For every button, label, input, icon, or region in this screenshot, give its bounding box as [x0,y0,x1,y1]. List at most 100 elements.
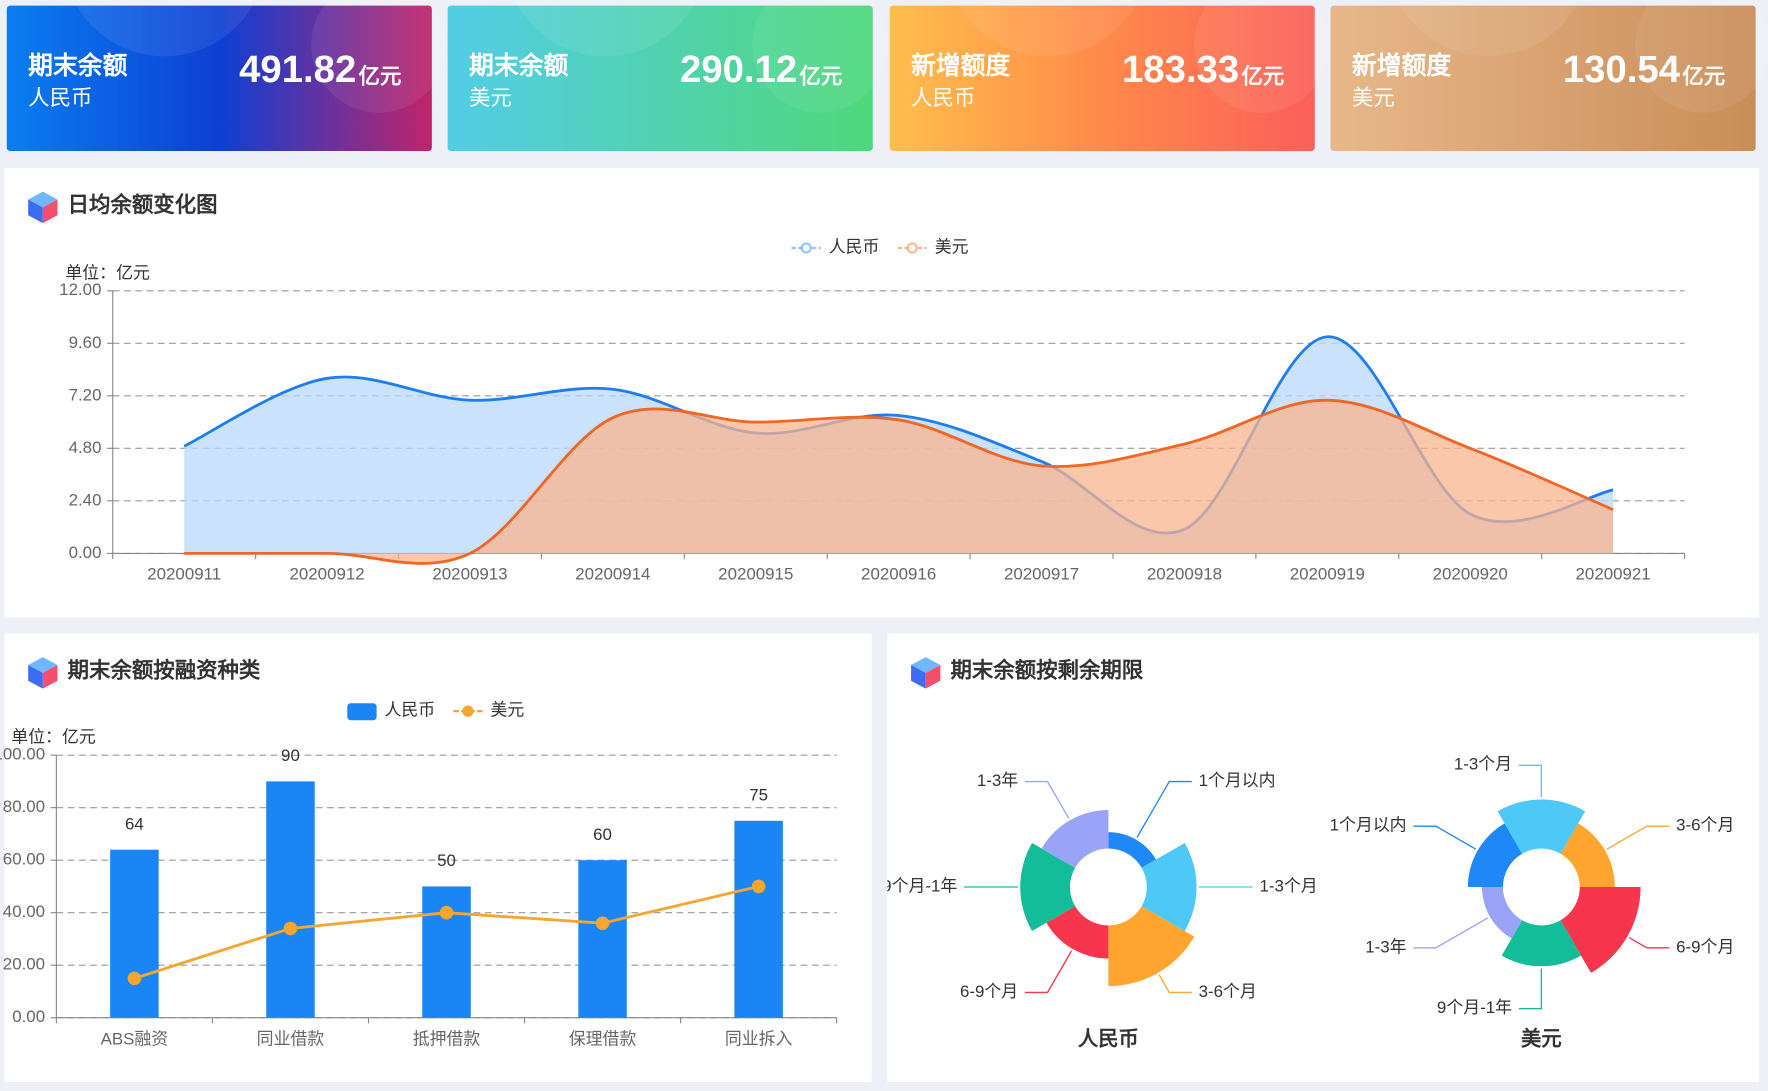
rose-sector [1481,887,1523,939]
rose-hole [1070,848,1147,926]
line-chart: 0.00 2.40 4.80 7.20 9.60 12.00 20200911 2020091… [59,237,1686,583]
card-value: 290.12 [680,48,797,91]
y-tick-label: 0.00 [69,543,102,562]
card-subtitle: 美元 [469,86,512,110]
y-tick-label: 2.40 [69,490,102,509]
x-tick-label: 20200916 [861,564,936,583]
legend-label: 美元 [935,237,969,256]
legend-label: 美元 [490,701,524,720]
card-unit: 亿元 [359,64,402,88]
x-tick-label: 同业借款 [257,1030,325,1049]
card-title: 期末余额 [28,51,127,80]
label-line [1136,780,1192,838]
y-tick-label: 4.80 [69,438,102,457]
label-line [1628,937,1670,949]
rose-sector [1560,823,1615,888]
card-decoration [1194,0,1330,113]
card-decoration [1397,0,1580,57]
label-line [1518,968,1543,1010]
sector-label: 6-9个月 [1676,937,1734,956]
unit-label: 单位：亿元 [65,263,150,282]
x-tick-label: 同业拆入 [725,1030,793,1049]
sector-label: 9个月-1年 [882,876,957,895]
line-point [439,905,454,920]
bar [266,781,315,1018]
panel-title: 期末余额按融资种类 [68,657,261,682]
sector-label: 3-6个月 [1676,816,1734,835]
rose-sector [1560,887,1641,973]
x-tick-label: 20200914 [575,564,650,583]
rose-sector [1108,832,1156,868]
card-unit: 亿元 [799,64,842,88]
label-line [1606,825,1670,850]
card-bg [447,5,873,152]
legend-icon [347,703,377,721]
card-title: 新增额度 [911,51,1010,80]
card-subtitle: 人民币 [911,86,975,110]
card-subtitle: 人民币 [28,86,92,110]
y-tick-label: 40.00 [3,902,45,921]
sector-label: 1-3个月 [1454,755,1512,774]
card-decoration [1634,0,1768,113]
rose-sector [1497,799,1586,854]
card-decoration [514,0,697,57]
card-value: 130.54 [1563,48,1681,91]
card-unit: 亿元 [1682,64,1725,88]
y-tick-label: 60.00 [3,850,45,869]
line [184,398,1614,565]
label-line [1024,780,1070,819]
label-line [1413,825,1477,850]
bar-value-label: 60 [593,825,612,844]
x-tick-label: 20200920 [1433,564,1508,583]
x-tick-label: 20200921 [1576,564,1651,583]
rose-name: 人民币 [1078,1028,1139,1051]
bar [734,820,783,1018]
card-decoration [752,0,888,113]
x-tick-label: 保理借款 [569,1030,637,1049]
sector-label: 9个月-1年 [1437,998,1512,1017]
line-point [127,971,142,986]
rose-sector [1108,906,1195,987]
y-tick-label: 12.00 [59,280,101,299]
card-decoration [73,0,256,57]
x-tick-label: 抵押借款 [413,1030,481,1049]
line-point [751,879,766,894]
sector-label: 3-6个月 [1199,982,1257,1001]
x-tick-label: 20200911 [147,564,221,583]
line-point [283,921,298,936]
area [184,400,1614,564]
rose-name: 美元 [1521,1027,1562,1051]
legend-label: 人民币 [384,701,435,720]
x-tick-label: 20200912 [290,564,365,583]
line-point [595,916,610,930]
bar-chart: 0.00 20.00 40.00 60.00 80.00 100.00 ABS融资 同业借款 抵… [0,701,838,1049]
x-tick-label: 20200918 [1147,564,1222,583]
bar [578,860,627,1018]
card-bg [889,5,1315,152]
sector-label: 1个月以内 [1199,771,1276,790]
y-tick-label: 20.00 [3,955,45,974]
x-tick-label: ABS融资 [101,1030,169,1049]
sector-label: 1-3个月 [1259,876,1317,895]
sector-label: 1-3年 [1365,937,1406,956]
rose-sector [1046,906,1109,959]
y-tick-label: 0.00 [12,1007,45,1026]
card-unit: 亿元 [1241,64,1284,88]
card-title: 期末余额 [469,51,568,80]
card-title: 新增额度 [1352,51,1451,80]
sector-label: 6-9个月 [960,982,1018,1001]
label-line [1024,950,1073,994]
bar-value-label: 90 [281,746,300,765]
line [183,335,1614,535]
y-tick-label: 7.20 [69,385,102,404]
rose-sector [1467,823,1523,888]
rose-hole [1503,848,1580,926]
bar-value-label: 50 [437,851,456,870]
